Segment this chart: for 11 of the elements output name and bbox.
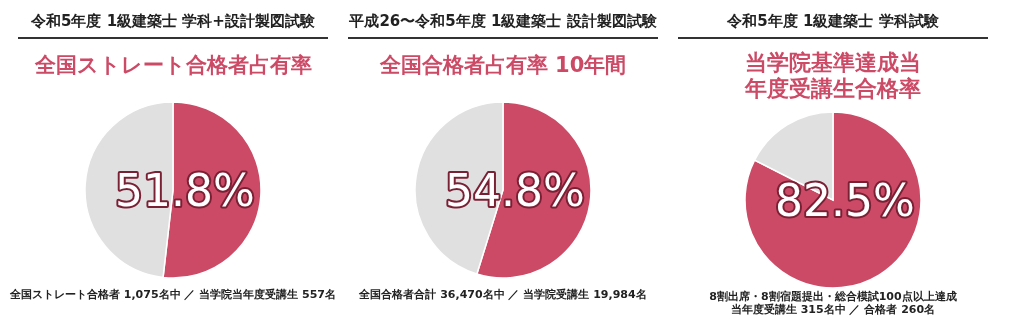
- data-label: 82.5%: [775, 175, 915, 226]
- chart-subtitle: 全国ストレート合格者占有率: [33, 52, 313, 79]
- chart-title: 令和5年度 1級建築士 学科+設計製図試験: [18, 12, 328, 39]
- text: 8割出席・8割宿題提出・総合模試100点以上達成: [708, 290, 958, 303]
- chart-subtitle: 当学院基準達成当年度受講生合格率: [743, 50, 922, 102]
- text: 全国合格者合計 36,470名中 ／ 当学院受講生 19,984名: [358, 288, 648, 301]
- chart-title: 令和5年度 1級建築士 学科試験: [678, 12, 988, 39]
- chart-title: 平成26〜令和5年度 1級建築士 設計製図試験: [348, 12, 658, 39]
- text: 当年度受講生 315名中 ／ 合格者 260名: [729, 303, 937, 316]
- text: 全国ストレート合格者 1,075名中 ／ 当学院当年度受講生 557名: [8, 288, 338, 301]
- chart-subtitle: 全国合格者占有率 10年間: [378, 52, 628, 79]
